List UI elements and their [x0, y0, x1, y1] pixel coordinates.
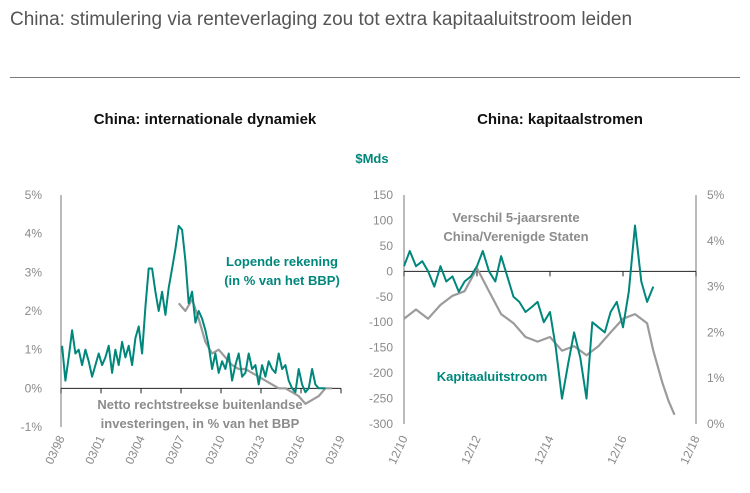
- right-series-rate-spread-line: [403, 267, 676, 416]
- right-left-y-tick-label: -300: [369, 417, 393, 431]
- right-left-axis-unit: $Mds: [355, 151, 388, 166]
- right-series-capital-outflow-line: [403, 224, 655, 400]
- right-right-y-tick-label: 3%: [707, 280, 725, 294]
- right-right-y-tick-label: 0%: [707, 417, 725, 431]
- left-x-tick-label: 03/04: [122, 433, 148, 466]
- right-x-tick-label: 12/10: [385, 433, 411, 466]
- left-x-tick-label: 03/19: [322, 433, 348, 466]
- right-x-tick-label: 12/18: [677, 433, 703, 466]
- right-left-y-tick-label: 150: [373, 188, 393, 202]
- right-x-tick-label: 12/12: [458, 433, 484, 466]
- right-x-tick-label: 12/14: [531, 433, 557, 466]
- right-left-y-tick-label: 100: [373, 213, 393, 227]
- left-series-current-account-label: Lopende rekening: [226, 254, 338, 269]
- left-y-tick-label: 3%: [25, 265, 43, 279]
- right-left-y-tick-label: -150: [369, 341, 393, 355]
- left-chart-title: China: internationale dynamiek: [94, 111, 317, 128]
- right-chart-title: China: kapitaalstromen: [477, 111, 643, 128]
- left-x-tick-label: 03/13: [242, 433, 268, 466]
- right-left-y-tick-label: -200: [369, 366, 393, 380]
- left-y-tick-label: 5%: [25, 188, 43, 202]
- page-title: China: stimulering via renteverlaging zo…: [10, 9, 633, 30]
- left-series-current-account-label: (in % van het BBP): [224, 273, 340, 288]
- left-x-tick-label: 03/01: [82, 433, 108, 466]
- right-right-y-tick-label: 2%: [707, 325, 725, 339]
- right-left-y-tick-label: -50: [376, 290, 394, 304]
- left-y-tick-label: 4%: [25, 227, 43, 241]
- left-series-fdi-line: [177, 298, 333, 405]
- right-right-y-tick-label: 1%: [707, 371, 725, 385]
- left-series-fdi-label: investeringen, in % van het BBP: [101, 416, 300, 431]
- right-series-capital-outflow-label: Kapitaaluitstroom: [437, 369, 548, 384]
- left-x-tick-label: 03/98: [42, 433, 68, 466]
- right-series-rate-spread-label: China/Verenigde Staten: [443, 229, 588, 244]
- left-y-tick-label: -1%: [21, 420, 43, 434]
- left-x-tick-label: 03/07: [162, 433, 188, 466]
- left-series-fdi-label: Netto rechtstreekse buitenlandse: [97, 397, 302, 412]
- right-left-y-tick-label: -100: [369, 315, 393, 329]
- left-x-tick-label: 03/10: [202, 433, 228, 466]
- left-y-tick-label: 0%: [25, 381, 43, 395]
- right-x-tick-label: 12/16: [604, 433, 630, 466]
- right-left-y-tick-label: 0: [386, 264, 393, 278]
- title-divider: [10, 77, 740, 78]
- right-left-y-tick-label: -250: [369, 392, 393, 406]
- left-x-tick-label: 03/16: [282, 433, 308, 466]
- right-right-y-tick-label: 5%: [707, 188, 725, 202]
- left-y-tick-label: 1%: [25, 343, 43, 357]
- right-left-y-tick-label: 50: [380, 239, 394, 253]
- left-y-tick-label: 2%: [25, 304, 43, 318]
- left-series-current-account-line: [61, 224, 326, 394]
- right-right-y-tick-label: 4%: [707, 234, 725, 248]
- right-series-rate-spread-label: Verschil 5-jaarsrente: [452, 210, 579, 225]
